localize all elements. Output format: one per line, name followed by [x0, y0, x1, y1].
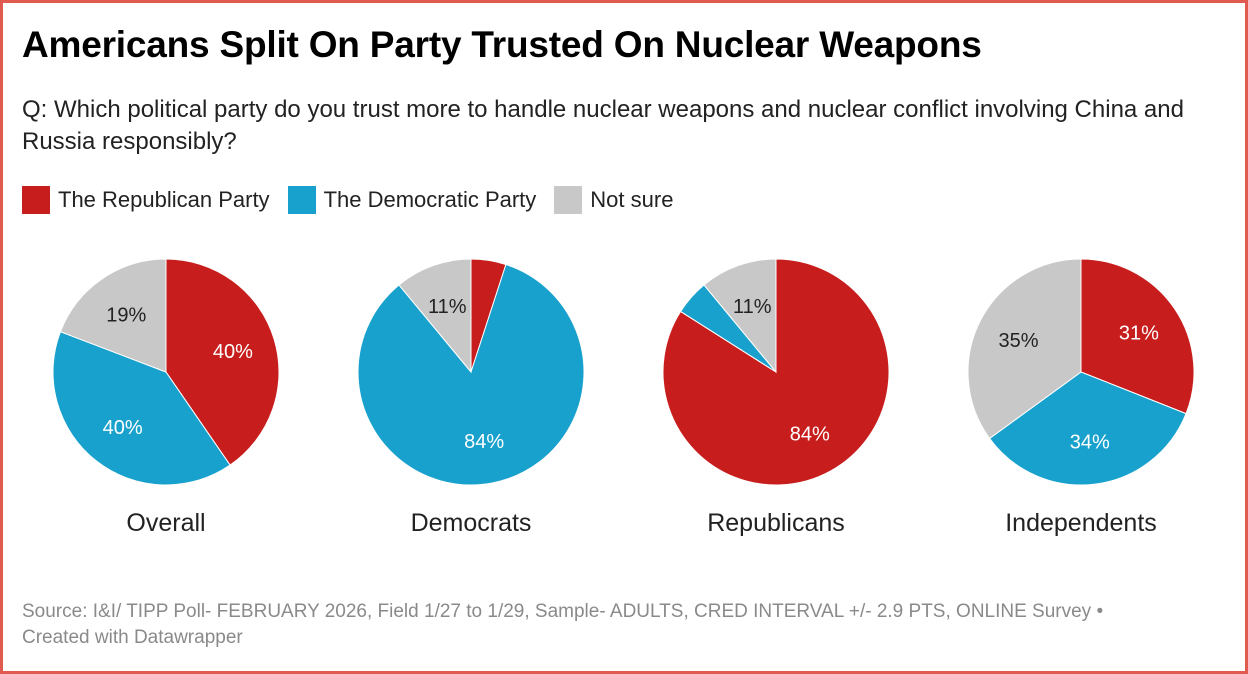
pie-slice [165, 258, 280, 466]
legend-label: The Democratic Party [323, 187, 537, 212]
data-label: 31% [1119, 323, 1159, 345]
pie-slice [988, 371, 1187, 486]
data-label: 35% [999, 330, 1039, 352]
chart-subtitle: Q: Which political party do you trust mo… [22, 96, 1184, 155]
legend-swatch [287, 186, 316, 214]
pie-slice [357, 263, 585, 486]
pie-slice [703, 258, 777, 374]
legend-item-democratic: The Democratic Party [287, 186, 537, 214]
legend-label: Not sure [590, 187, 674, 212]
data-label: 34% [1070, 432, 1110, 454]
data-label: 40% [103, 417, 143, 439]
pie-title: Overall [126, 509, 205, 537]
data-label: 84% [790, 423, 830, 445]
legend: The Republican Party The Democratic Part… [22, 186, 691, 214]
footer: Source: I&I/ TIPP Poll- FEBRUARY 2026, F… [22, 599, 1222, 651]
pie-slice [967, 258, 1082, 440]
pie-title: Democrats [411, 509, 532, 537]
legend-label: The Republican Party [58, 187, 270, 212]
legend-item-republican: The Republican Party [22, 186, 270, 214]
pie-slice [1080, 258, 1195, 415]
data-label: 84% [464, 431, 504, 453]
pie-slice [59, 258, 167, 373]
legend-swatch [22, 186, 50, 214]
legend-swatch [554, 186, 583, 214]
source-note: Source: I&I/ TIPP Poll- FEBRUARY 2026, F… [22, 601, 1104, 622]
data-label: 40% [213, 341, 253, 363]
data-label: 11% [733, 296, 772, 318]
credit-note: Created with Datawrapper [22, 627, 243, 648]
data-label: 11% [428, 296, 467, 318]
legend-item-not-sure: Not sure [554, 186, 673, 214]
pie-slice [398, 258, 472, 374]
pie-slice [52, 331, 231, 486]
chart-title: Americans Split On Party Trusted On Nucl… [22, 24, 982, 65]
data-label: 19% [106, 304, 146, 326]
pie-title: Republicans [707, 509, 845, 537]
pie-title: Independents [1005, 509, 1157, 537]
